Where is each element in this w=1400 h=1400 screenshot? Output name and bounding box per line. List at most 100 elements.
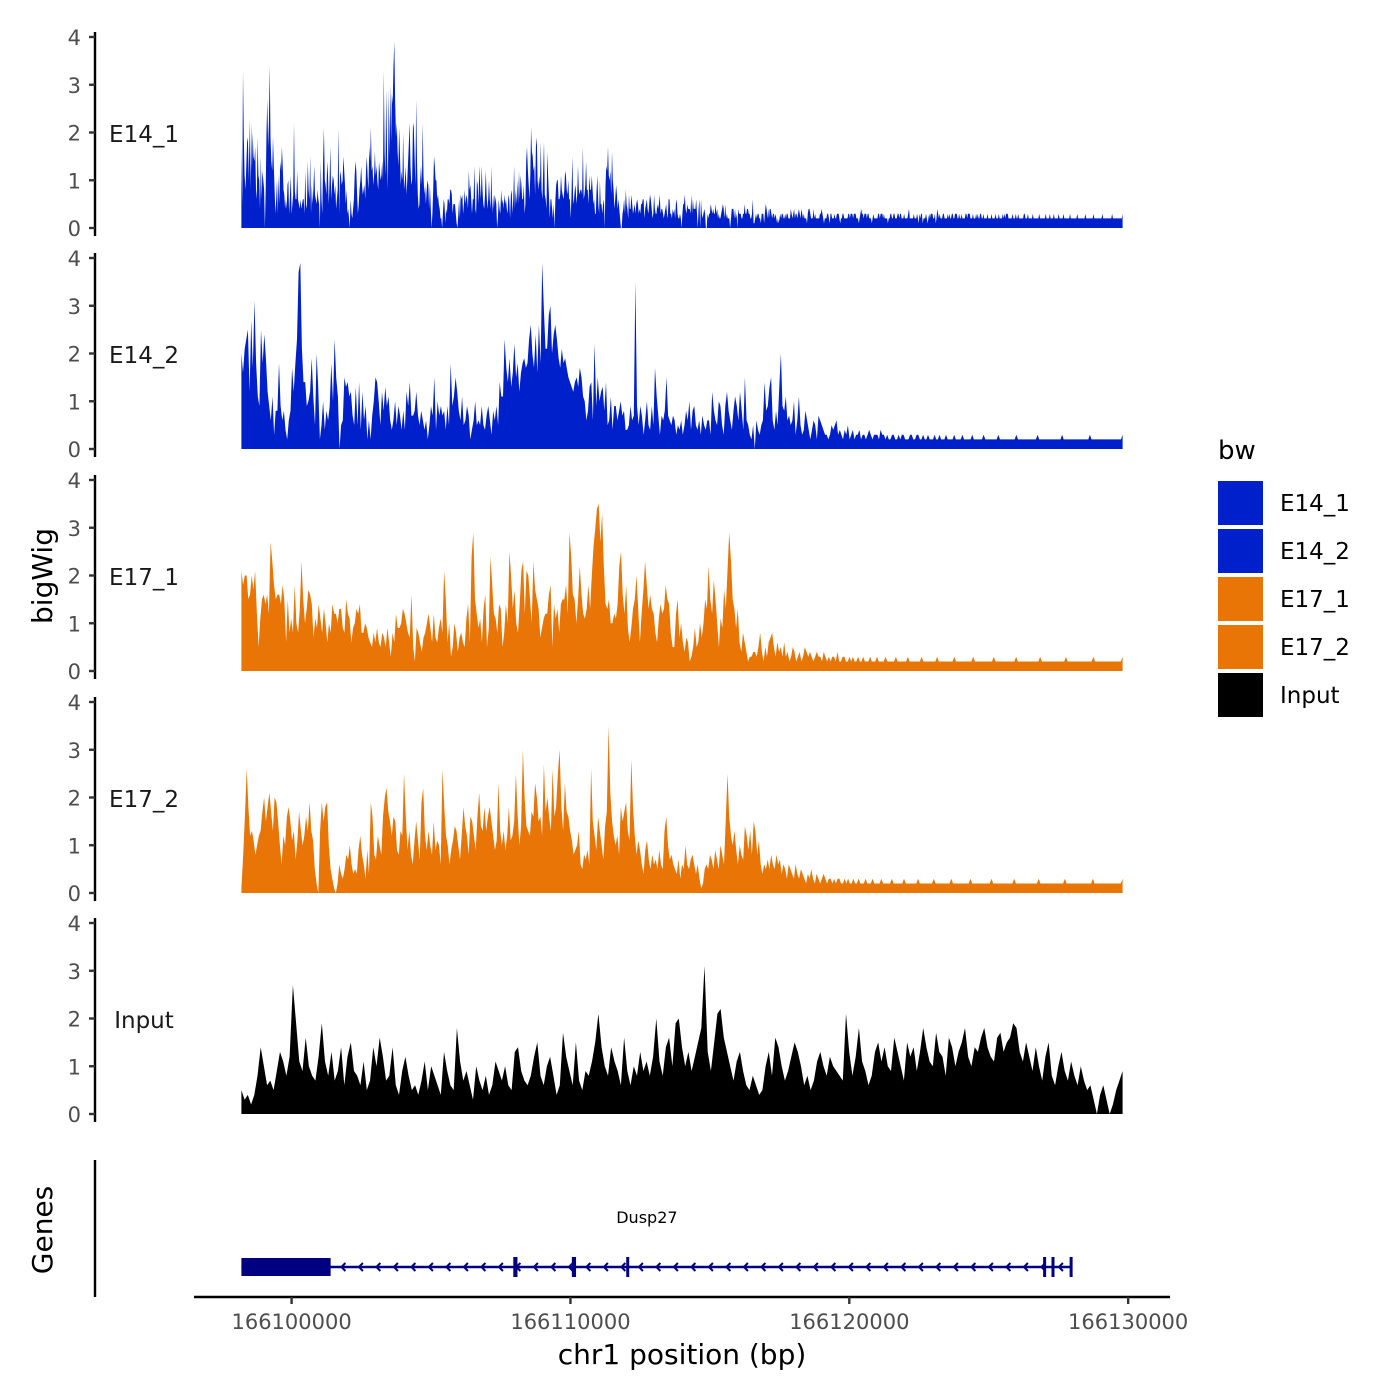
strand-chevron xyxy=(374,1262,382,1272)
strand-chevron xyxy=(497,1262,504,1272)
exon xyxy=(1069,1257,1073,1277)
x-axis-title: chr1 position (bp) xyxy=(558,1338,807,1371)
y-tick-label: 2 xyxy=(68,565,81,589)
legend-label-E17_2: E17_2 xyxy=(1280,635,1350,661)
coverage-area-E17_1 xyxy=(241,503,1123,671)
strand-chevron xyxy=(567,1262,574,1272)
strand-chevron xyxy=(392,1262,399,1272)
track-E14_2: 0 1 2 3 4 E14_2 xyxy=(68,247,1123,462)
y-tick-label: 3 xyxy=(68,74,81,98)
y-tick-label: 3 xyxy=(68,739,81,763)
y-tick-label: 2 xyxy=(68,122,81,146)
strand-chevron xyxy=(1022,1262,1029,1272)
strand-chevron xyxy=(357,1262,364,1272)
track-label-E17_1: E17_1 xyxy=(109,565,179,591)
track-E14_1: 0 1 2 3 4 E14_1 xyxy=(68,26,1123,241)
exon xyxy=(1051,1257,1055,1277)
coverage-area-E17_2 xyxy=(241,725,1123,893)
strand-chevron xyxy=(619,1262,627,1272)
y-tick-label: 4 xyxy=(68,912,81,936)
track-E17_1: 0 1 2 3 4 E17_1 xyxy=(68,469,1123,684)
strand-chevron xyxy=(777,1262,784,1272)
strand-chevron xyxy=(689,1262,697,1272)
y-tick-label: 2 xyxy=(68,787,81,811)
y-tick-label: 0 xyxy=(68,1103,81,1127)
x-tick-label: 166100000 xyxy=(231,1310,351,1334)
track-label-Input: Input xyxy=(114,1008,174,1034)
track-label-E17_2: E17_2 xyxy=(109,787,179,813)
x-tick-label: 166110000 xyxy=(510,1310,630,1334)
strand-chevron xyxy=(549,1262,557,1272)
legend-label-E14_1: E14_1 xyxy=(1280,491,1350,517)
strand-chevron xyxy=(479,1262,487,1272)
coverage-area-E14_2 xyxy=(241,262,1123,449)
strand-chevron xyxy=(812,1262,819,1272)
legend-key-E17_1 xyxy=(1218,577,1263,621)
legend-label-Input: Input xyxy=(1280,683,1340,709)
legend-key-E17_2 xyxy=(1218,625,1263,669)
strand-chevron xyxy=(829,1262,837,1272)
strand-chevron xyxy=(934,1262,942,1272)
coverage-area-Input xyxy=(241,966,1123,1114)
y-tick-label: 1 xyxy=(68,612,81,636)
y-tick-label: 3 xyxy=(68,517,81,541)
y-tick-label: 0 xyxy=(68,660,81,684)
y-tick-label: 0 xyxy=(68,217,81,241)
strand-chevron xyxy=(409,1262,417,1272)
bigwig-tracks: 0 1 2 3 4 E14_1 0 1 2 3 4 E14_2 0 1 2 3 4 E17_1 0 1 2 3 4 E17_2… xyxy=(68,26,1123,1127)
strand-chevron xyxy=(1057,1262,1064,1272)
y-tick-label: 1 xyxy=(68,390,81,414)
gene-label: Dusp27 xyxy=(616,1208,677,1227)
x-tick-label: 166120000 xyxy=(789,1310,909,1334)
gene-model: Dusp27 xyxy=(241,1208,1073,1277)
genes-panel-title: Genes xyxy=(26,1186,59,1274)
track-Input: 0 1 2 3 4 Input xyxy=(68,912,1123,1127)
strand-chevron xyxy=(444,1262,452,1272)
strand-chevron xyxy=(672,1262,679,1272)
track-E17_2: 0 1 2 3 4 E17_2 xyxy=(68,691,1123,906)
exon xyxy=(571,1257,577,1277)
strand-chevron xyxy=(987,1262,994,1272)
y-tick-label: 0 xyxy=(68,438,81,462)
exon xyxy=(626,1257,630,1277)
strand-chevron xyxy=(532,1262,539,1272)
track-label-E14_1: E14_1 xyxy=(109,122,179,148)
track-label-E14_2: E14_2 xyxy=(109,343,179,369)
y-tick-label: 2 xyxy=(68,343,81,367)
strand-chevron xyxy=(584,1262,592,1272)
y-axis-title: bigWig xyxy=(26,528,59,624)
strand-chevron xyxy=(742,1262,749,1272)
y-tick-label: 1 xyxy=(68,834,81,858)
legend: bw E14_1 E14_2 E17_1 E17_2 Input xyxy=(1218,436,1350,717)
y-tick-label: 4 xyxy=(68,247,81,271)
strand-chevron xyxy=(1004,1262,1012,1272)
strand-chevron xyxy=(864,1262,872,1272)
y-tick-label: 1 xyxy=(68,1055,81,1079)
strand-chevron xyxy=(427,1262,434,1272)
exon xyxy=(241,1258,331,1276)
exon xyxy=(1043,1257,1047,1277)
legend-label-E14_2: E14_2 xyxy=(1280,539,1350,565)
legend-title: bw xyxy=(1218,436,1256,466)
y-tick-label: 3 xyxy=(68,960,81,984)
strand-chevron xyxy=(882,1262,889,1272)
y-tick-label: 0 xyxy=(68,882,81,906)
x-axis: chr1 position (bp) 166100000 166110000 166… xyxy=(194,1295,1188,1371)
legend-label-E17_1: E17_1 xyxy=(1280,587,1350,613)
strand-chevron xyxy=(637,1262,644,1272)
strand-chevron xyxy=(707,1262,714,1272)
y-tick-label: 4 xyxy=(68,469,81,493)
coverage-area-E14_1 xyxy=(241,41,1123,228)
y-tick-label: 4 xyxy=(68,26,81,50)
strand-chevron xyxy=(969,1262,977,1272)
legend-key-Input xyxy=(1218,673,1263,717)
strand-chevron xyxy=(462,1262,469,1272)
strand-chevron xyxy=(602,1262,609,1272)
y-tick-label: 4 xyxy=(68,691,81,715)
genes-panel: Genes Dusp27 xyxy=(26,1160,1073,1297)
strand-chevron xyxy=(899,1262,907,1272)
strand-chevron xyxy=(654,1262,662,1272)
strand-chevron xyxy=(759,1262,767,1272)
y-tick-label: 2 xyxy=(68,1008,81,1032)
